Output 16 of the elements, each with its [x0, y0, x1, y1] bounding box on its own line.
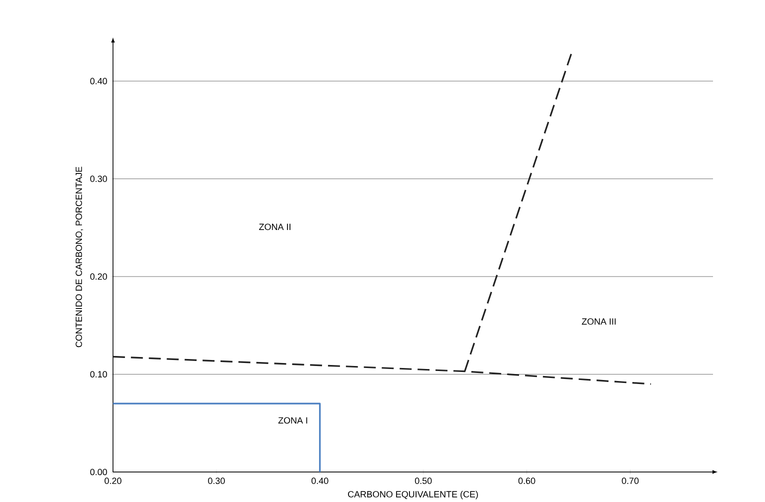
x-tick-label: 0.30 — [208, 478, 225, 484]
x-tick-label: 0.40 — [312, 478, 328, 484]
y-tick-label: 0.20 — [90, 273, 108, 280]
annotation: ZONA II — [259, 224, 290, 230]
x-tick-label: 0.70 — [622, 478, 639, 484]
y-tick-label: 0.30 — [90, 176, 108, 182]
annotation: ZONA III — [582, 318, 616, 325]
y-tick-label: 0.40 — [90, 78, 108, 84]
y-tick-label: 0.10 — [90, 371, 108, 378]
x-tick-label: 0.60 — [518, 478, 536, 484]
x-tick-label: 0.20 — [104, 478, 122, 484]
x-tick-label: 0.50 — [414, 478, 432, 484]
x-axis-title: CARBONO EQUIVALENTE (CE) — [348, 490, 478, 500]
annotation: ZONA I — [278, 417, 308, 424]
y-tick-label: 0.00 — [90, 468, 108, 476]
y-axis-title: CONTENIDO DE CARBONO, PORCENTAJE — [76, 166, 84, 348]
